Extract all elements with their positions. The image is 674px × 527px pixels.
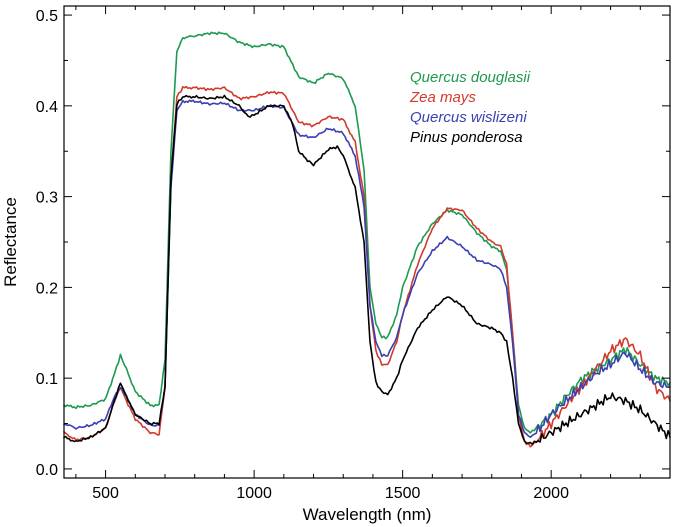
legend-entry-zea-mays: Zea mays: [409, 89, 476, 106]
y-tick-label: 0.5: [36, 8, 58, 25]
legend-entry-quercus-wislizeni: Quercus wislizeni: [410, 109, 527, 126]
x-tick-label: 2000: [533, 485, 569, 502]
plot-series-group: [63, 31, 671, 448]
legend-entry-pinus-ponderosa: Pinus ponderosa: [410, 129, 523, 146]
series-line-quercus-douglasii: [63, 31, 671, 434]
legend-entry-quercus-douglasii: Quercus douglasii: [410, 69, 531, 86]
x-ticks-group: 500 1000 1500 2000: [75, 6, 671, 502]
y-tick-label: 0.2: [36, 280, 58, 297]
legend: Quercus douglasii Zea mays Quercus wislize…: [409, 69, 531, 146]
x-tick-label: 1000: [236, 485, 272, 502]
y-tick-label: 0.4: [36, 99, 58, 116]
x-tick-label: 500: [92, 485, 119, 502]
series-line-quercus-wislizeni: [63, 99, 671, 439]
x-axis-label: Wavelength (nm): [303, 505, 432, 524]
y-ticks-group: 0.0 0.1 0.2 0.3 0.4 0.5: [36, 8, 670, 479]
y-tick-label: 0.3: [36, 190, 58, 207]
y-axis-label: Reflectance: [1, 197, 20, 287]
y-tick-label: 0.1: [36, 371, 58, 388]
x-tick-label: 1500: [385, 485, 421, 502]
series-line-pinus-ponderosa: [63, 94, 671, 446]
y-tick-label: 0.0: [36, 462, 58, 479]
